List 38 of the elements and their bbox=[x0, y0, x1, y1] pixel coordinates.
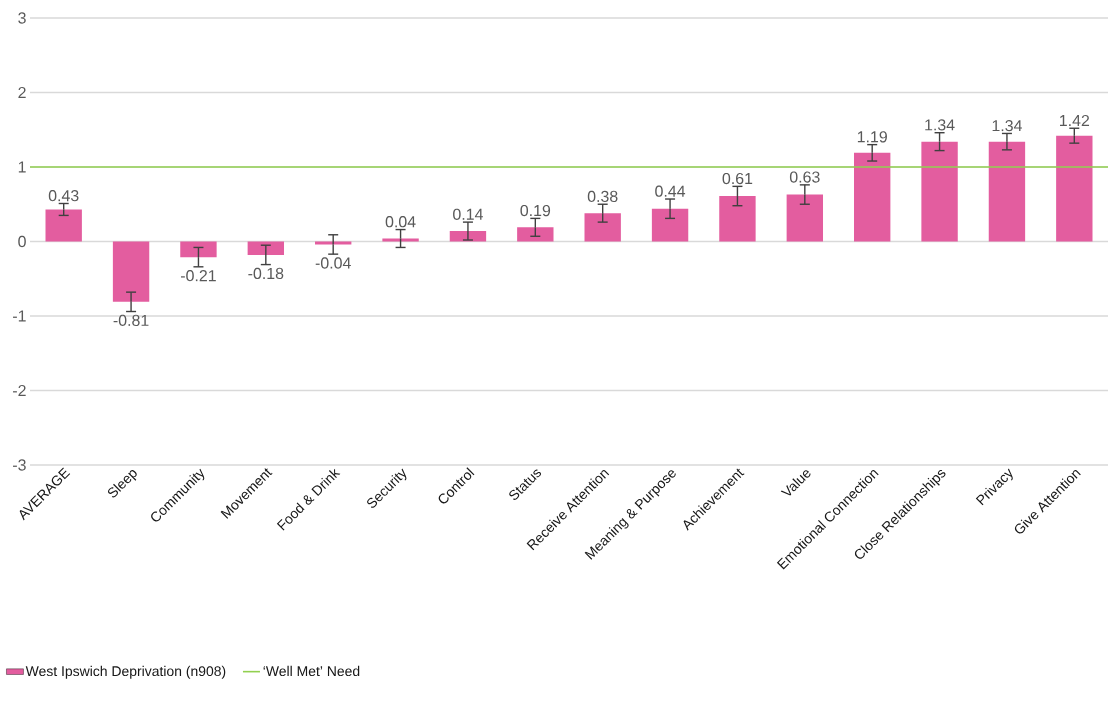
y-tick-label: 3 bbox=[18, 12, 26, 24]
data-label: 1.34 bbox=[992, 119, 1022, 132]
data-label: -0.04 bbox=[315, 257, 351, 269]
data-label: -0.18 bbox=[248, 267, 284, 280]
data-label: 0.04 bbox=[385, 216, 416, 228]
bar bbox=[517, 227, 554, 242]
y-tick-label: 1 bbox=[18, 161, 26, 173]
bar bbox=[786, 194, 824, 242]
legend-label: ‘Well Met’ Need bbox=[263, 665, 360, 677]
data-label: 0.44 bbox=[655, 185, 686, 197]
bar bbox=[112, 241, 150, 302]
y-tick-label: -2 bbox=[13, 384, 26, 397]
bar bbox=[1056, 135, 1093, 242]
y-tick-label: 0 bbox=[18, 235, 26, 248]
bar bbox=[651, 208, 689, 242]
bar bbox=[584, 213, 621, 242]
data-label: 1.42 bbox=[1060, 114, 1090, 127]
bar bbox=[719, 196, 756, 242]
data-label: 1.34 bbox=[925, 119, 955, 131]
data-label: 0.63 bbox=[789, 171, 820, 183]
data-label: 0.38 bbox=[587, 190, 618, 203]
data-label: 0.14 bbox=[453, 208, 483, 220]
y-tick-label: 2 bbox=[18, 86, 26, 99]
bar bbox=[854, 152, 891, 242]
bar bbox=[45, 209, 82, 242]
data-label: 0.61 bbox=[722, 172, 753, 185]
data-label: 0.43 bbox=[48, 190, 79, 202]
data-label: -0.81 bbox=[113, 314, 149, 326]
bar bbox=[315, 241, 352, 245]
bar bbox=[247, 241, 285, 255]
bar bbox=[988, 141, 1026, 242]
y-tick-label: -1 bbox=[13, 310, 26, 322]
bar bbox=[921, 141, 958, 242]
data-label: 0.19 bbox=[520, 204, 551, 217]
data-label: 1.19 bbox=[857, 131, 887, 143]
legend-label: West Ipswich Deprivation (n908) bbox=[25, 665, 226, 679]
bar bbox=[180, 241, 217, 258]
data-label: -0.21 bbox=[180, 270, 216, 282]
